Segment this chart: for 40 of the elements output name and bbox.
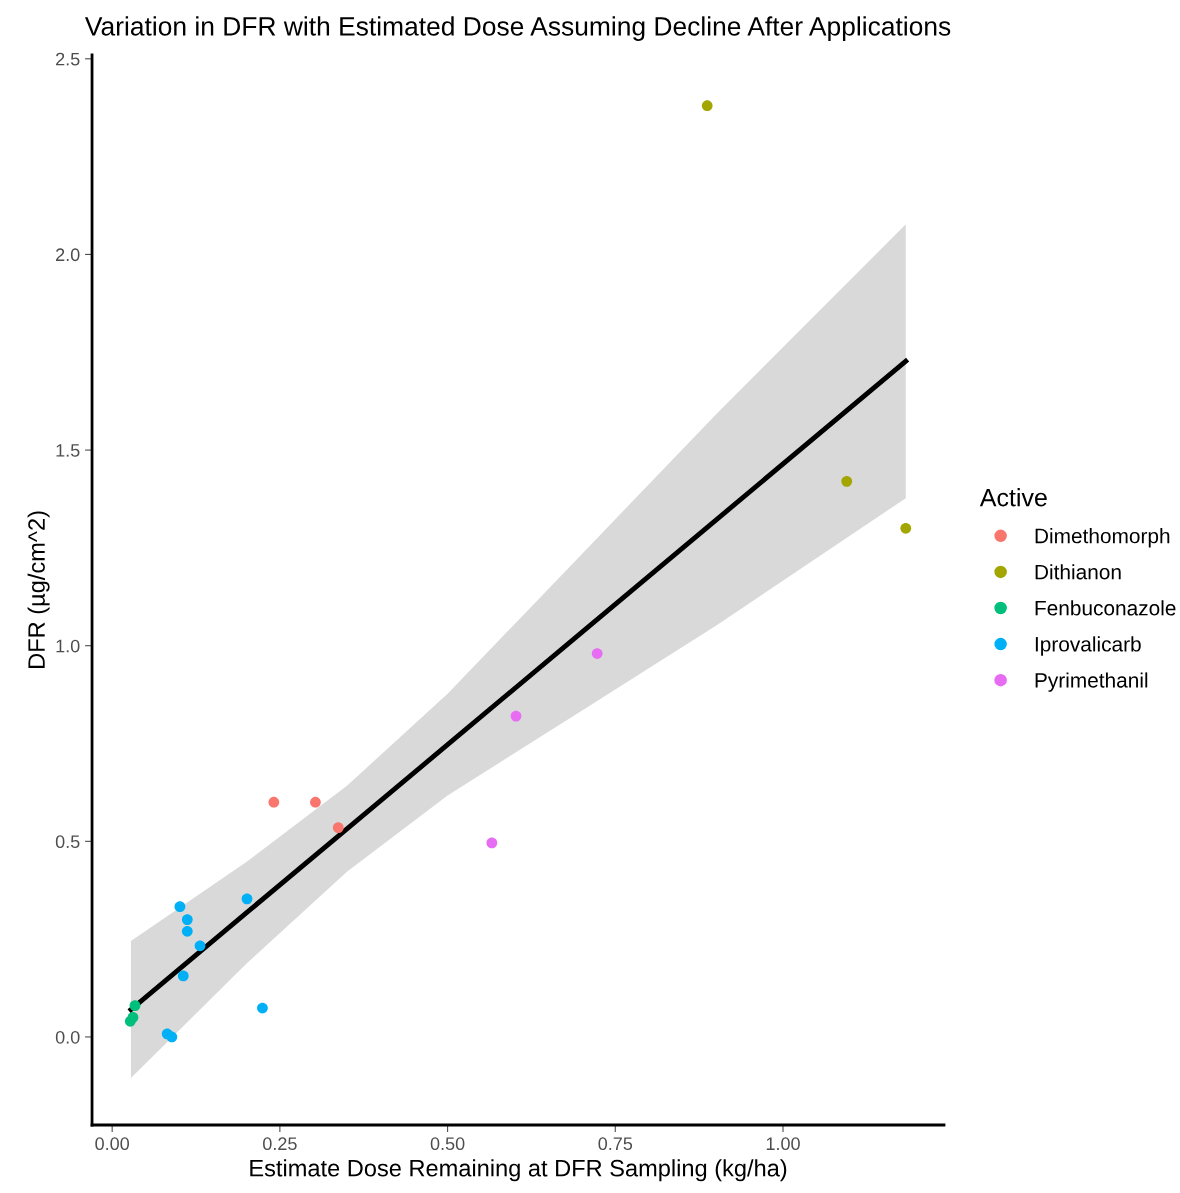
x-tick-label: 1.00 [766,1137,800,1151]
legend-label: Iprovalicarb [1035,636,1141,656]
point [310,796,321,808]
point [591,648,603,659]
line-series [128,358,909,1012]
y-tick-label: 0.5 [55,835,80,849]
x-tick-label: 0.75 [598,1137,633,1151]
point [510,710,522,722]
legend-label: Pyrimethanil [1035,672,1148,692]
point [124,1015,136,1027]
y-tick-label: 2.5 [56,52,80,66]
point [174,901,186,913]
y-tick-label: 1.0 [56,639,80,653]
point [900,522,912,534]
point [701,100,713,112]
point [177,970,189,982]
y-tick-label: 0.0 [55,1030,80,1044]
point [181,925,193,937]
point [841,475,853,487]
point [166,1031,178,1043]
y-tick-label: 1.5 [56,444,80,457]
x-tick-label: 0.00 [95,1137,130,1151]
legend-title: Active [979,488,1047,507]
x-axis-title: Estimate Dose Remaining at DFR Sampling (kg/ha) [250,1159,787,1182]
legend-label: Dimethomorph [1035,528,1170,548]
point [241,893,253,905]
point [332,822,344,834]
x-tick-label: 0.50 [430,1137,465,1151]
y-tick-label: 2.0 [56,248,80,262]
chart-title: Variation in DFR with Estimated Dose Assuming Decline After Applications [84,16,951,41]
legend-label: Fenbuconazole [1035,600,1176,616]
x-tick-label: 0.25 [263,1137,297,1151]
point [257,1002,268,1014]
legend-label: Dithianon [1035,564,1121,580]
y-axis-title: DFR (µg/cm^2) [27,511,50,668]
point [181,914,193,925]
point [486,837,498,849]
point [268,796,280,808]
point [129,1000,141,1012]
point [194,940,206,952]
